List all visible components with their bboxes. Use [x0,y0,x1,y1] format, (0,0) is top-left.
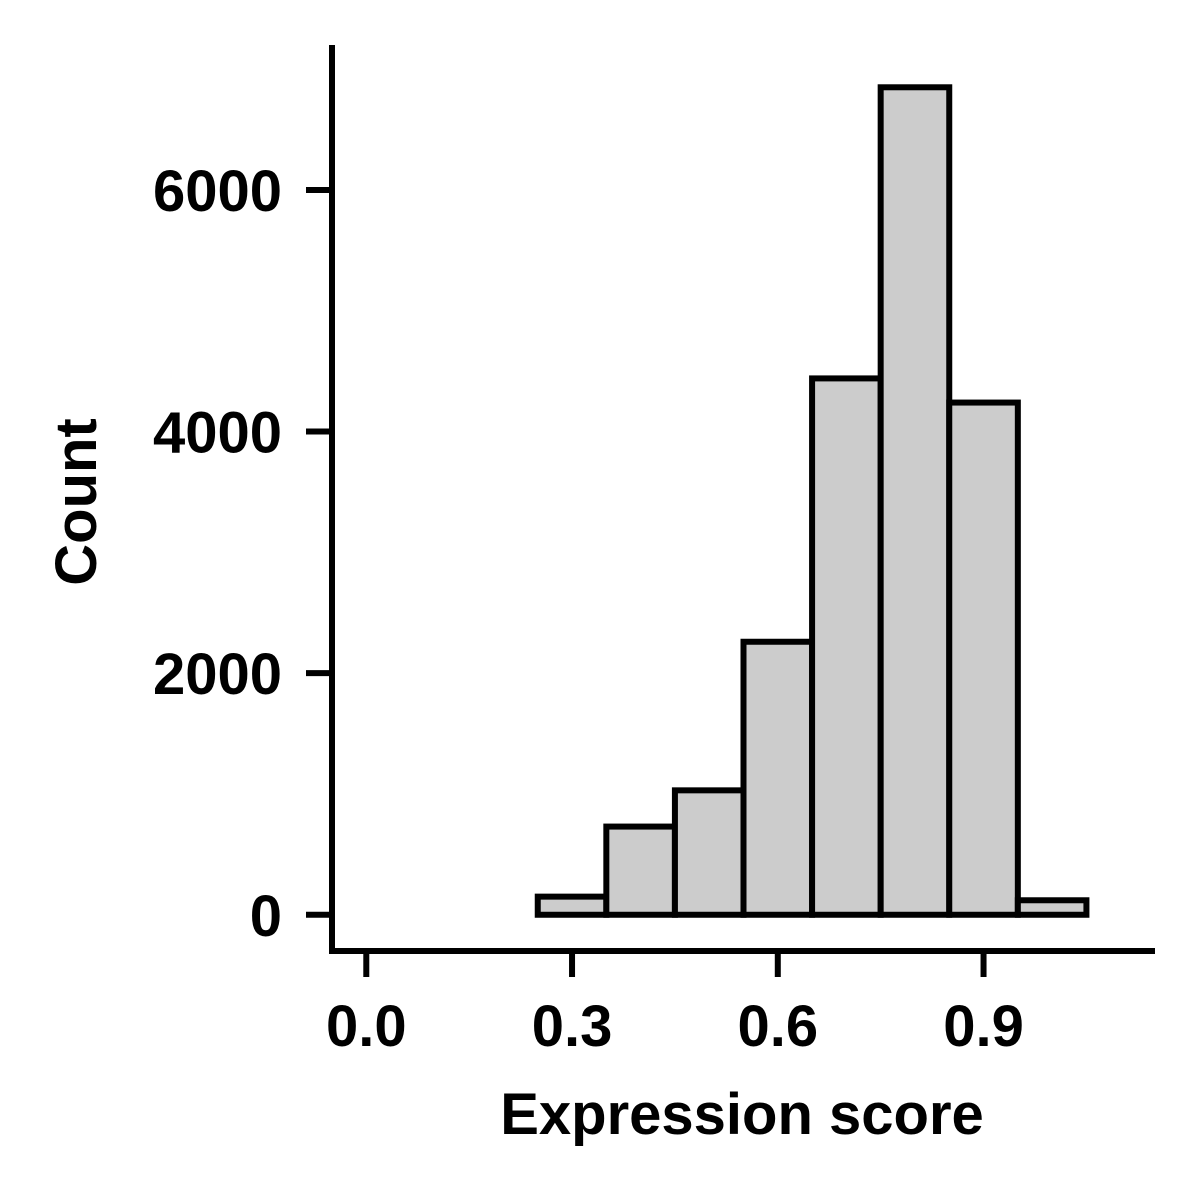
histogram-bar-6 [809,375,884,918]
x-axis-ticks: 0.0 0.3 0.6 0.9 [326,951,1024,1059]
y-axis-title: Count [44,418,109,586]
x-tick-label: 0.6 [737,994,818,1059]
histogram-bar-8 [946,399,1021,918]
y-axis-ticks: 0 2000 4000 6000 [153,159,332,949]
y-tick-label: 4000 [153,401,282,466]
histogram-bars [534,84,1090,918]
x-tick-label: 0.3 [532,994,613,1059]
y-tick-label: 2000 [153,642,282,707]
x-tick-label: 0.9 [943,994,1024,1059]
x-axis-title: Expression score [500,1082,984,1147]
histogram-bar-2 [534,893,610,918]
histogram-bar-5 [740,638,816,918]
x-tick-label: 0.0 [326,994,407,1059]
histogram-bar-4 [671,787,747,918]
histogram-bar-3 [603,823,678,918]
histogram-bar-9 [1014,897,1090,918]
y-tick-label: 6000 [153,159,282,224]
histogram-bar-7 [877,84,953,918]
y-tick-label: 0 [250,884,282,949]
